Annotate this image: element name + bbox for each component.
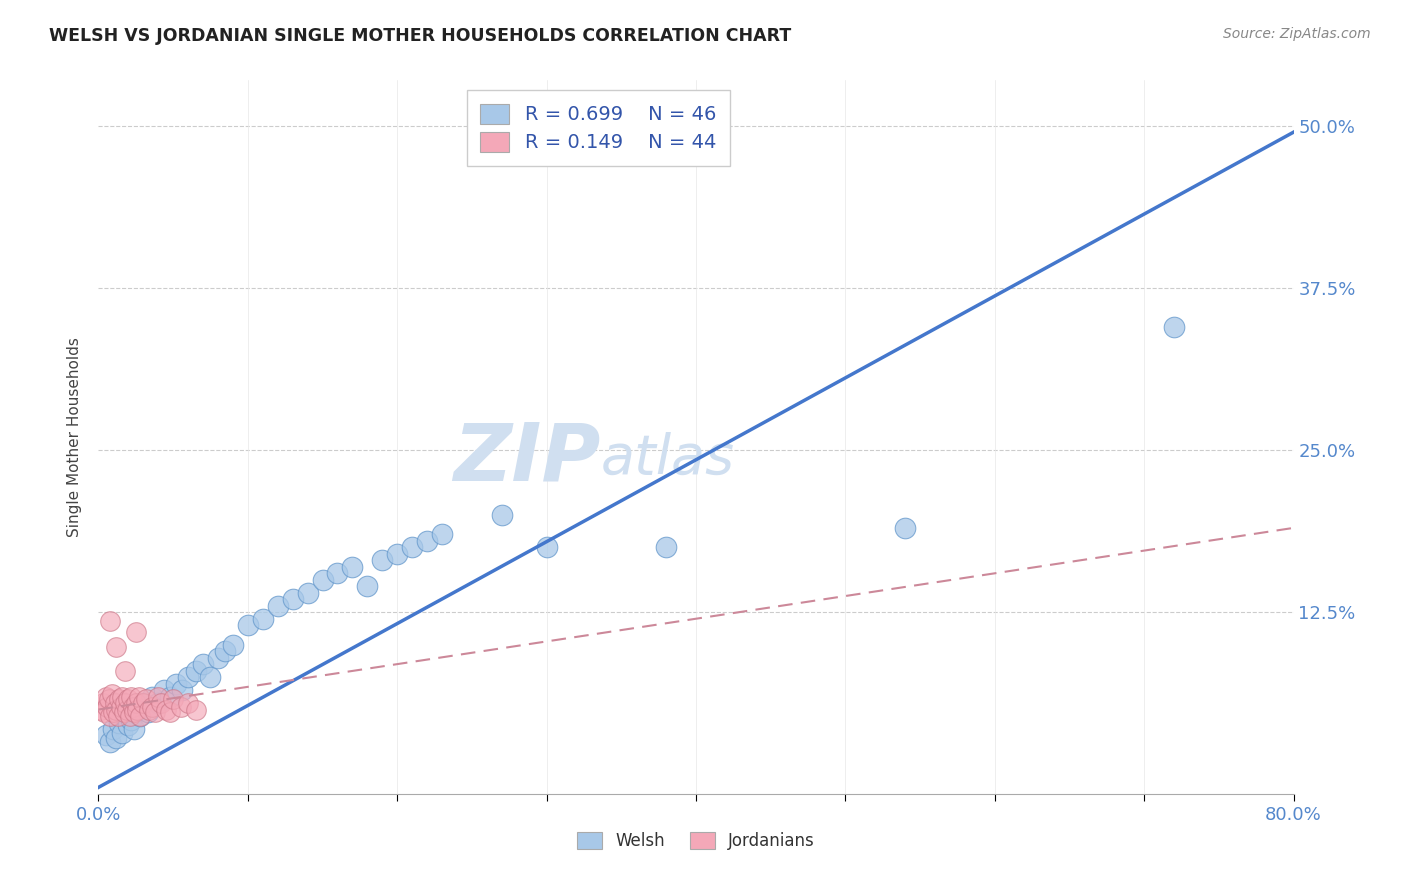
Point [105, 640, 128, 655]
Text: atlas: atlas [600, 432, 734, 485]
Point [128, 690, 150, 704]
Point [184, 664, 207, 678]
Point [98, 709, 122, 723]
Point [105, 731, 128, 745]
Text: Source: ZipAtlas.com: Source: ZipAtlas.com [1223, 27, 1371, 41]
Point [141, 700, 163, 714]
Point [114, 709, 136, 723]
Text: ZIP: ZIP [453, 419, 600, 498]
Point [165, 676, 187, 690]
Point [150, 696, 173, 710]
Point [342, 559, 364, 574]
Legend: Welsh, Jordanians: Welsh, Jordanians [571, 825, 821, 857]
Point [655, 541, 678, 555]
Point [326, 566, 349, 581]
Point [93, 705, 115, 719]
Y-axis label: Single Mother Households: Single Mother Households [67, 337, 83, 537]
Point [120, 713, 142, 727]
Point [135, 692, 157, 706]
Point [105, 702, 128, 716]
Point [114, 696, 136, 710]
Point [120, 690, 142, 704]
Point [169, 700, 191, 714]
Point [103, 705, 125, 719]
Point [108, 715, 131, 730]
Point [124, 722, 146, 736]
Point [127, 702, 149, 716]
Text: WELSH VS JORDANIAN SINGLE MOTHER HOUSEHOLDS CORRELATION CHART: WELSH VS JORDANIAN SINGLE MOTHER HOUSEHO… [49, 27, 792, 45]
Point [125, 624, 148, 639]
Point [281, 592, 304, 607]
Point [107, 709, 129, 723]
Point [112, 705, 135, 719]
Point [111, 690, 134, 704]
Point [132, 696, 155, 710]
Point [125, 696, 148, 710]
Point [94, 690, 117, 704]
Point [111, 726, 134, 740]
Point [90, 702, 112, 716]
Point [311, 573, 333, 587]
Point [148, 696, 170, 710]
Point [153, 683, 176, 698]
Point [177, 670, 200, 684]
Point [222, 638, 245, 652]
Point [155, 702, 177, 716]
Point [252, 612, 274, 626]
Point [401, 541, 423, 555]
Point [110, 700, 132, 714]
Point [191, 657, 214, 672]
Point [94, 729, 117, 743]
Point [297, 586, 319, 600]
Point [136, 705, 159, 719]
Point [127, 702, 149, 716]
Point [536, 541, 558, 555]
Point [97, 692, 120, 706]
Point [236, 618, 259, 632]
Point [430, 527, 453, 541]
Point [356, 579, 378, 593]
Point [96, 700, 118, 714]
Point [103, 722, 125, 736]
Point [385, 547, 409, 561]
Point [129, 709, 152, 723]
Point [132, 696, 155, 710]
Point [143, 705, 166, 719]
Point [1163, 319, 1185, 334]
Point [121, 700, 143, 714]
Point [148, 690, 170, 704]
Point [214, 644, 236, 658]
Point [159, 705, 181, 719]
Point [141, 690, 163, 704]
Point [98, 615, 122, 629]
Point [124, 705, 146, 719]
Point [138, 702, 160, 716]
Point [416, 533, 439, 548]
Point [177, 696, 200, 710]
Point [114, 664, 136, 678]
Point [117, 718, 139, 732]
Point [118, 709, 141, 723]
Point [491, 508, 513, 522]
Point [129, 709, 152, 723]
Point [98, 735, 122, 749]
Point [267, 599, 290, 613]
Point [162, 692, 184, 706]
Point [371, 553, 394, 567]
Point [108, 692, 131, 706]
Point [159, 690, 181, 704]
Point [115, 702, 138, 716]
Point [104, 696, 127, 710]
Point [172, 683, 194, 698]
Point [117, 692, 139, 706]
Point [207, 650, 229, 665]
Point [101, 687, 124, 701]
Point [184, 702, 207, 716]
Point [91, 696, 114, 710]
Point [200, 670, 222, 684]
Point [894, 521, 917, 535]
